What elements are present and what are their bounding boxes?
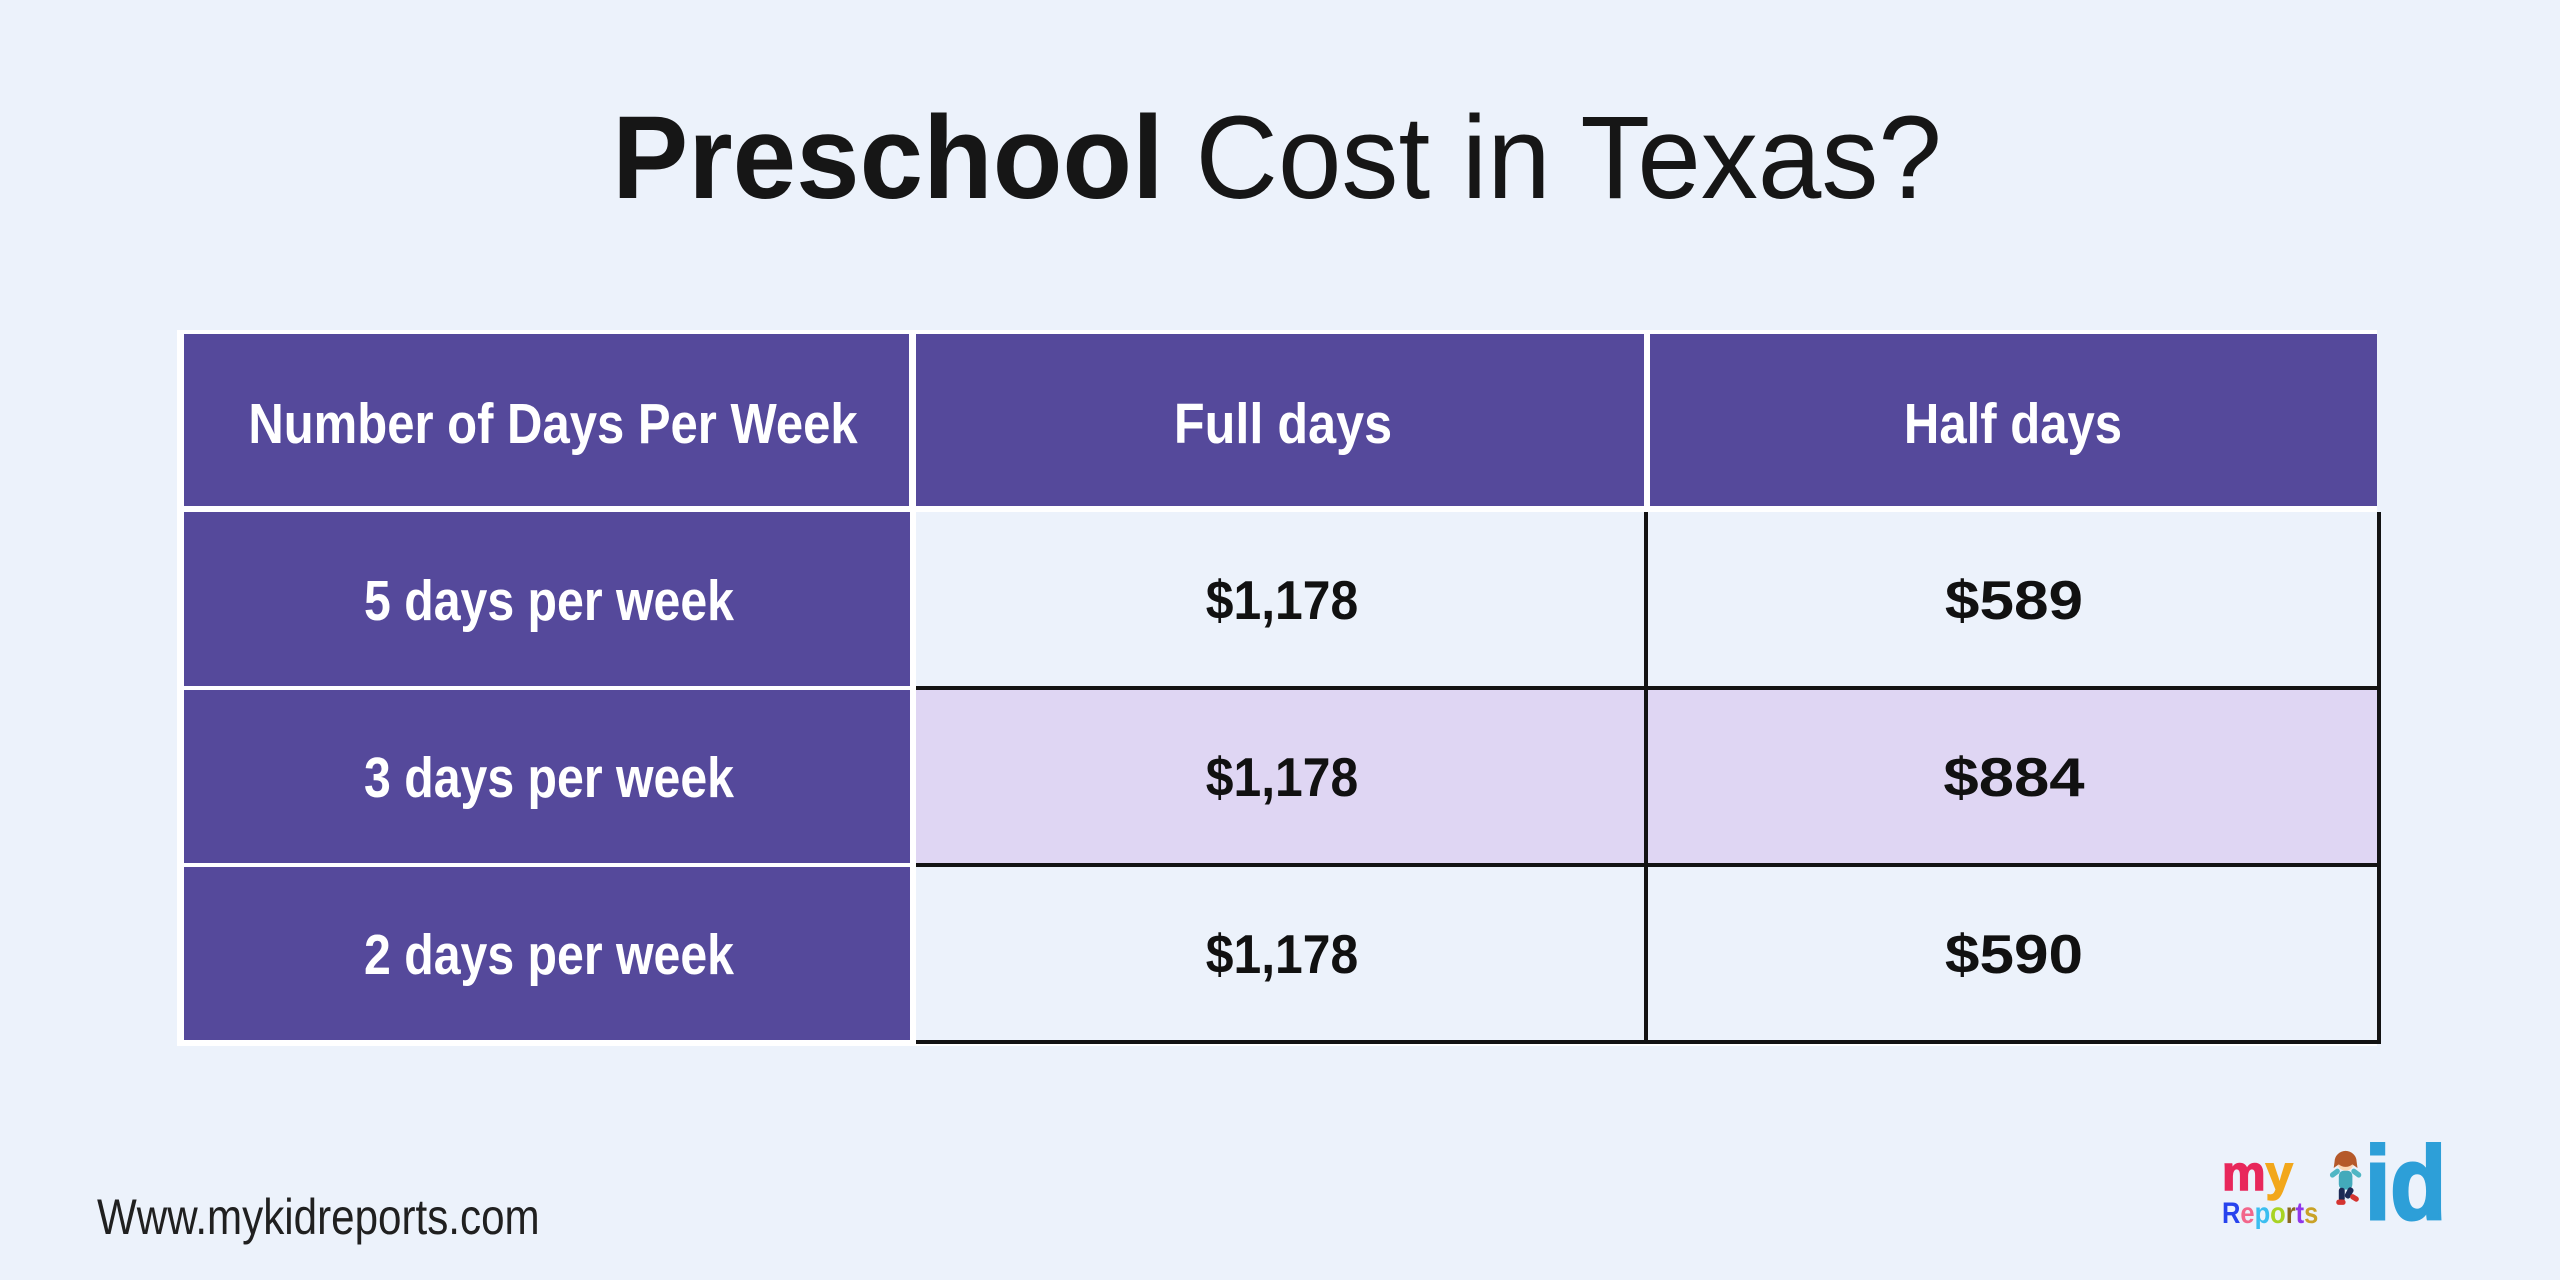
svg-text:Reports: Reports xyxy=(2222,1196,2318,1229)
svg-text:id: id xyxy=(2365,1128,2446,1241)
svg-text:my: my xyxy=(2222,1147,2293,1201)
